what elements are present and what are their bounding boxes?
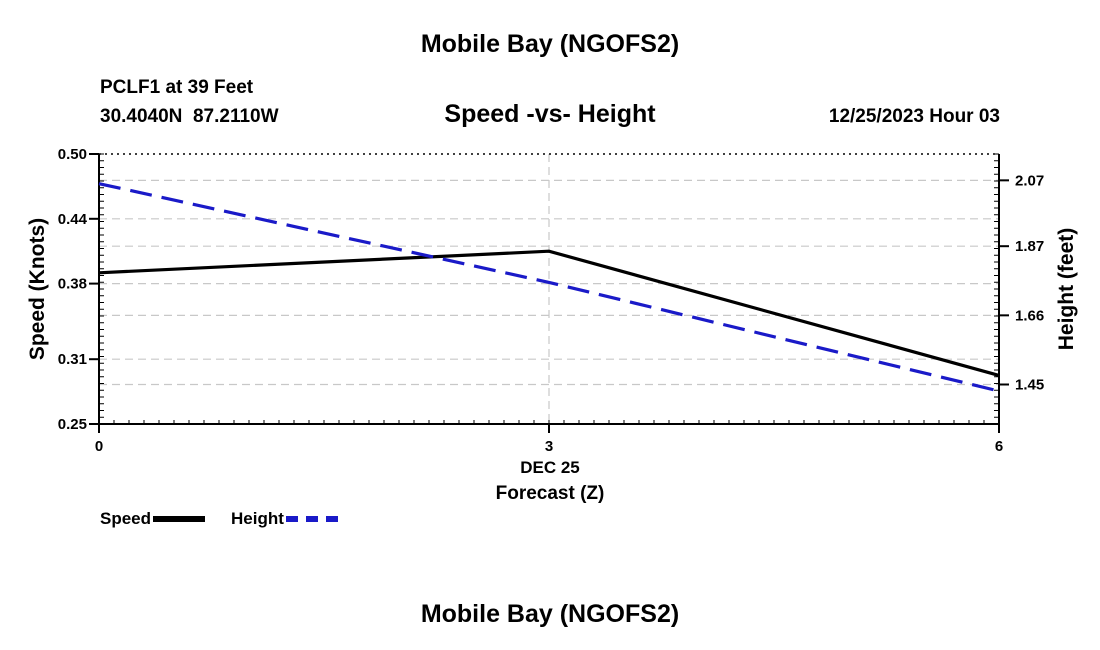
legend-height-label: Height xyxy=(231,509,284,528)
grid-lines xyxy=(99,154,999,424)
y-right-tick-label: 1.87 xyxy=(1015,238,1044,255)
y-right-tick-label: 1.66 xyxy=(1015,307,1044,324)
axes xyxy=(89,153,1009,433)
x-axis-title: Forecast (Z) xyxy=(495,483,605,504)
tick-labels: 0.50 0.44 0.38 0.31 0.25 2.07 1.87 1.66 1.45 0 3 6 S… xyxy=(26,146,1078,455)
y-right-tick-label: 1.45 xyxy=(1015,376,1044,393)
legend-speed-swatch xyxy=(153,516,206,522)
x-tick-label: 6 xyxy=(995,438,1003,455)
x-date-label: DEC 25 xyxy=(520,458,580,477)
series xyxy=(98,182,1000,393)
chart-title: Speed -vs- Height xyxy=(444,100,656,128)
page-title: Mobile Bay (NGOFS2) xyxy=(420,30,680,58)
y-axis-right-title: Height (feet) xyxy=(1055,228,1078,351)
legend-speed-label: Speed xyxy=(100,509,152,528)
station-coordinates: 30.4040N 87.2110W xyxy=(100,106,279,127)
legend-height-swatch xyxy=(285,516,338,522)
x-tick-label: 3 xyxy=(545,438,553,455)
y-left-tick-label: 0.25 xyxy=(58,416,87,433)
legend-speed: Speed xyxy=(100,509,206,529)
y-right-tick-label: 2.07 xyxy=(1015,172,1044,189)
y-axis-left-title: Speed (Knots) xyxy=(26,218,49,360)
footer-title: Mobile Bay (NGOFS2) xyxy=(420,600,680,628)
station-name-depth: PCLF1 at 39 Feet xyxy=(100,77,254,98)
y-left-tick-label: 0.44 xyxy=(58,211,88,228)
legend-height: Height xyxy=(231,509,338,529)
y-left-tick-label: 0.31 xyxy=(58,351,87,368)
forecast-datetime: 12/25/2023 Hour 03 xyxy=(828,106,1000,127)
y-left-tick-label: 0.38 xyxy=(58,276,87,293)
y-left-tick-label: 0.50 xyxy=(58,146,87,163)
x-tick-label: 0 xyxy=(95,438,103,455)
